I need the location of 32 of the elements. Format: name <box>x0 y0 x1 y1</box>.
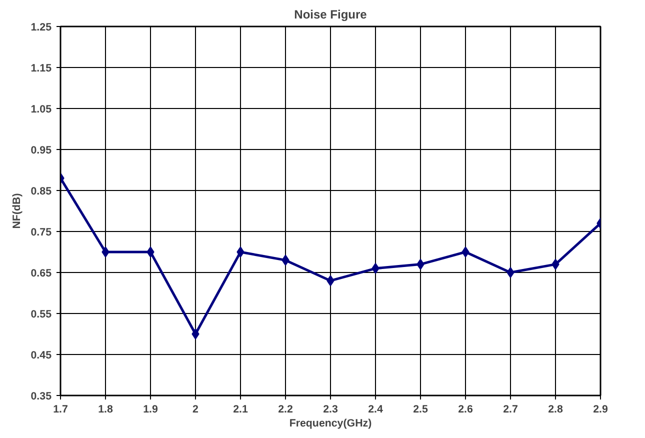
point <box>146 246 154 258</box>
y-tick-label: 0.45 <box>30 350 52 362</box>
y-tick-label: 0.35 <box>30 390 52 402</box>
x-tick-label: 2.5 <box>413 404 428 416</box>
x-tick-label: 2.9 <box>593 404 608 416</box>
point <box>462 246 470 258</box>
x-tick-label: 1.8 <box>98 404 113 416</box>
y-tick-label: 1.15 <box>30 62 52 74</box>
x-tick-label: 2.6 <box>458 404 473 416</box>
x-tick-label: 1.9 <box>143 404 158 416</box>
y-tick-label: 0.95 <box>30 144 52 156</box>
x-tick-label: 2.7 <box>503 404 518 416</box>
x-axis-title: Frequency(GHz) <box>289 418 372 430</box>
y-tick-label: 0.65 <box>30 268 52 280</box>
y-tick-label: 0.75 <box>30 226 52 238</box>
y-tick-label: 1.25 <box>30 22 52 34</box>
point <box>192 328 200 340</box>
point <box>506 267 514 278</box>
y-tick-label: 1.05 <box>30 104 52 116</box>
x-tick-label: 2 <box>192 404 199 416</box>
x-tick-label: 2.4 <box>368 404 383 416</box>
point <box>236 246 244 258</box>
y-axis-title: NF(dB) <box>10 192 23 229</box>
y-tick-label: 0.85 <box>30 186 52 198</box>
x-tick-label: 2.8 <box>548 404 563 416</box>
chart-title: Noise Figure <box>294 8 368 22</box>
x-tick-label: 2.2 <box>278 404 293 416</box>
y-tick-label: 0.55 <box>30 308 52 320</box>
x-tick-label: 1.7 <box>53 404 68 416</box>
point <box>102 246 110 258</box>
x-tick-label: 2.3 <box>323 404 338 416</box>
x-tick-label: 2.1 <box>233 404 248 416</box>
